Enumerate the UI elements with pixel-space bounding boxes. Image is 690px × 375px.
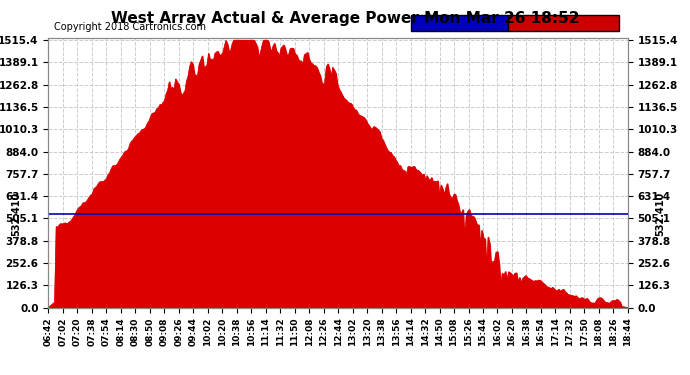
FancyBboxPatch shape [508,15,619,31]
Text: West Array Actual & Average Power Mon Mar 26 18:52: West Array Actual & Average Power Mon Ma… [111,11,579,26]
Text: Copyright 2018 Cartronics.com: Copyright 2018 Cartronics.com [54,22,206,32]
Text: 532.410: 532.410 [655,192,664,236]
Text: Average  (DC Watts): Average (DC Watts) [408,18,511,27]
Text: West Array  (DC Watts): West Array (DC Watts) [504,18,622,27]
Text: 532.410: 532.410 [12,192,21,236]
FancyBboxPatch shape [411,15,508,31]
